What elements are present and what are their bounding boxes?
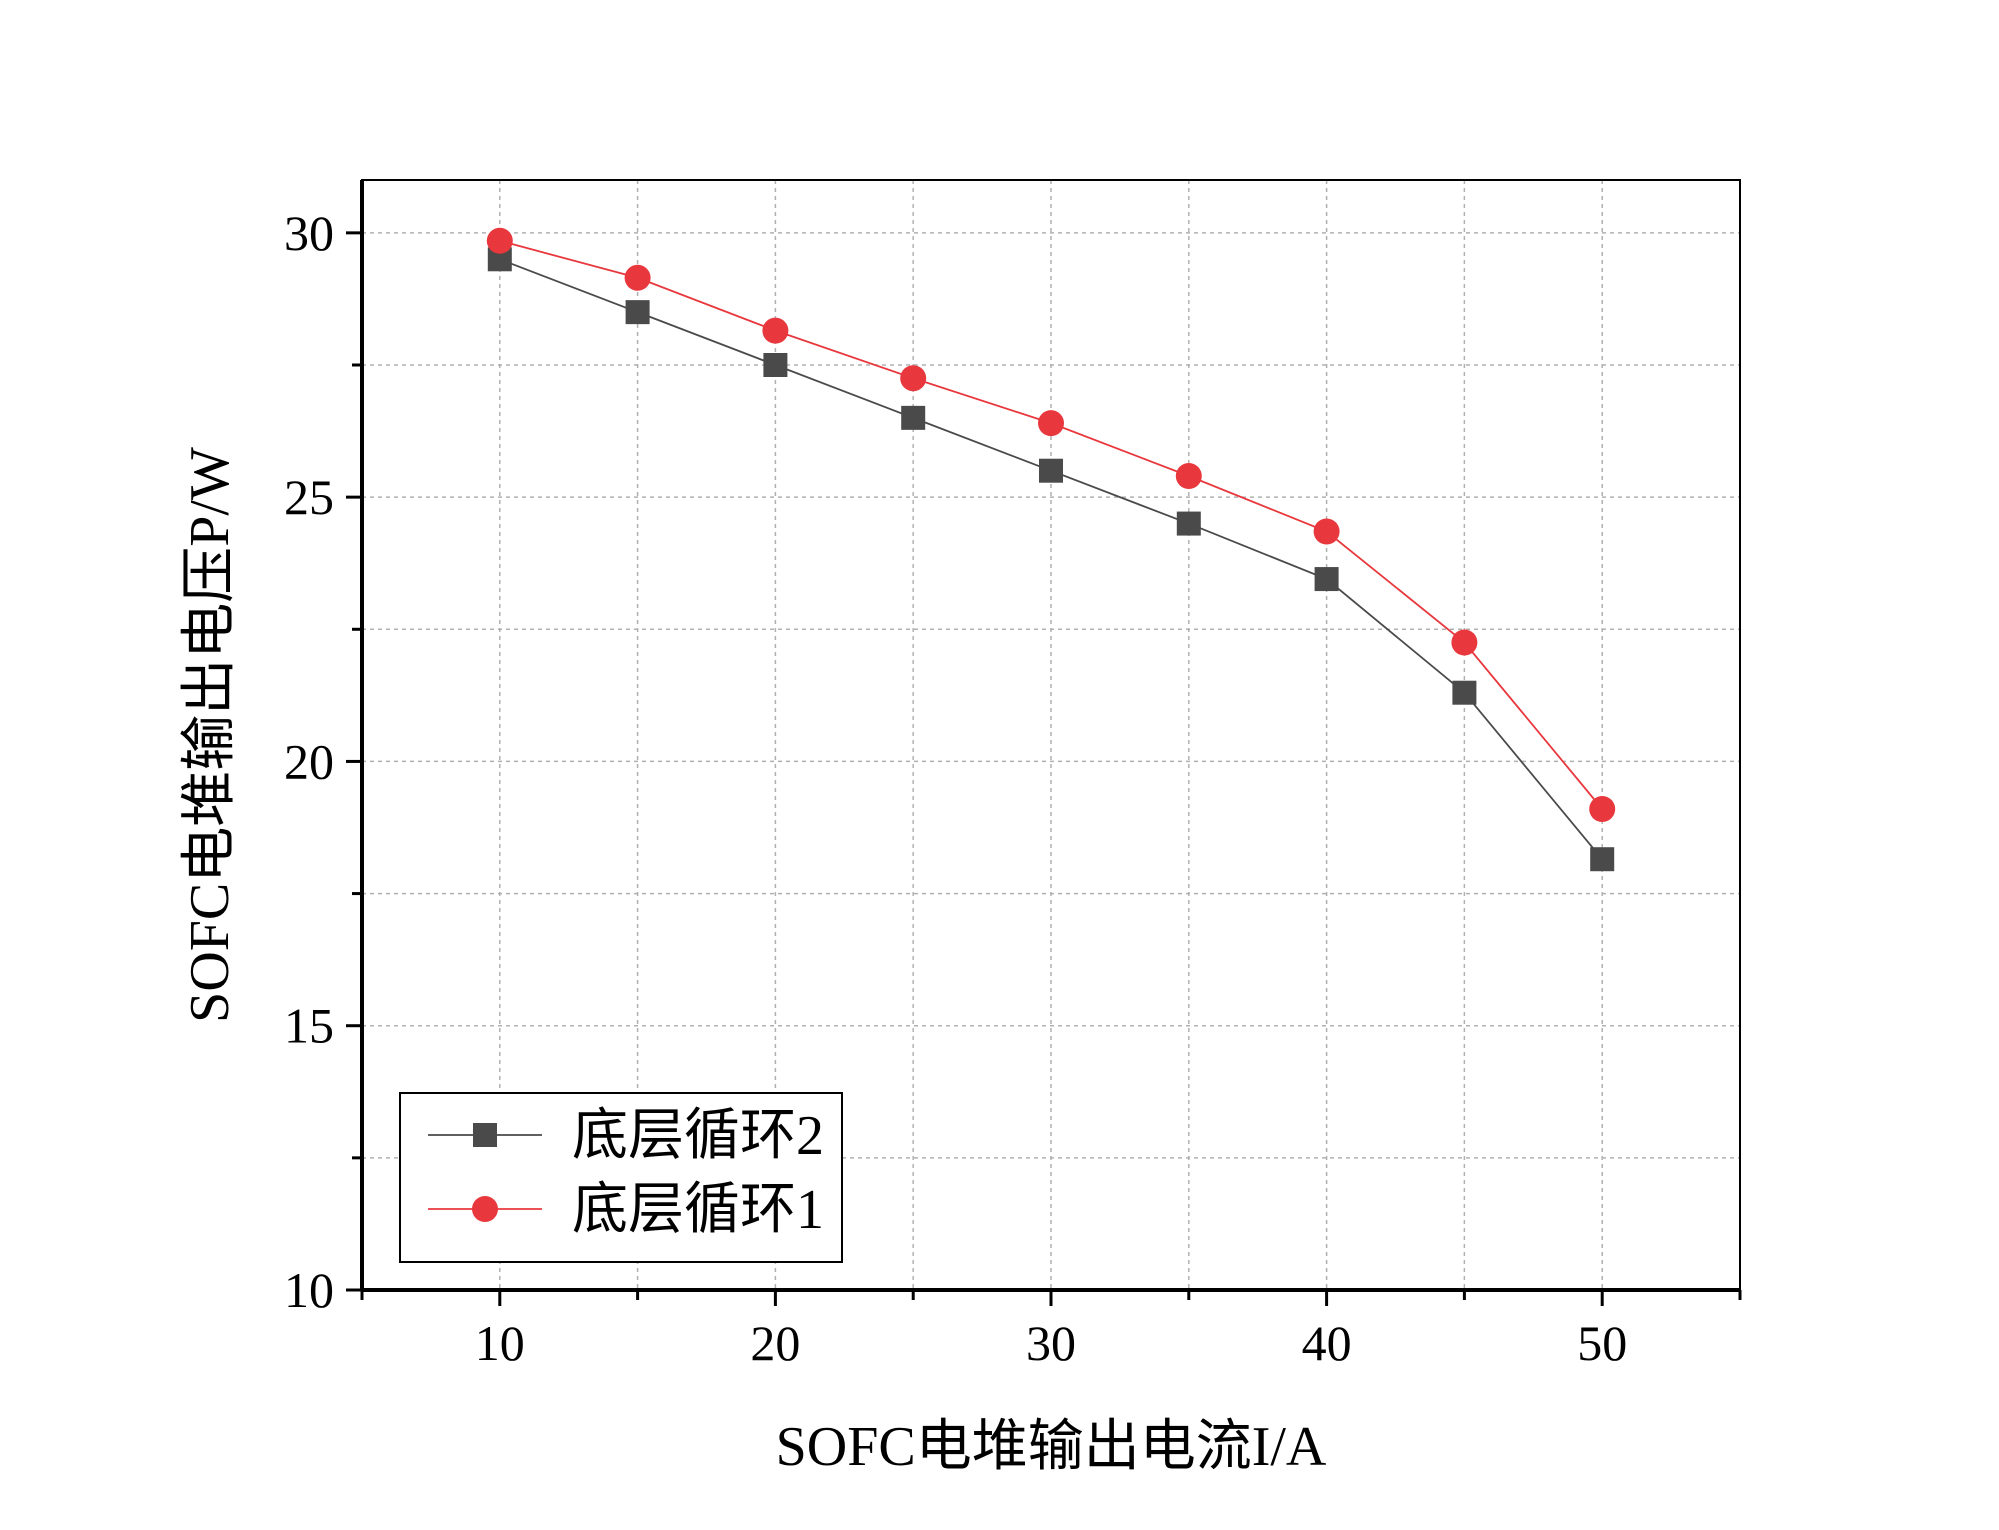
data-point [1313,518,1340,545]
legend: 底层循环2 底层循环1 [399,1092,843,1263]
data-point [487,247,512,272]
data-point [1314,567,1339,592]
series-1 [487,247,1615,872]
data-point [901,405,926,430]
x-tick-label: 40 [1302,1315,1352,1371]
data-point [1452,680,1477,705]
legend-marker [472,1196,498,1222]
y-tick-label: 25 [284,469,334,525]
data-point [1589,796,1616,822]
data-point [486,227,513,254]
y-tick-label: 10 [284,1262,334,1318]
data-point [763,353,788,377]
y-tick-label: 15 [284,998,334,1054]
data-point [624,264,651,291]
x-axis-title: SOFC电堆输出电流I/A [776,1416,1327,1478]
y-tick-label: 20 [284,733,334,789]
series-layer [486,227,1616,872]
x-tick-label: 50 [1577,1315,1627,1371]
axes: 10 20 30 40 50 10 15 20 25 30 [284,180,1742,1371]
data-point [625,300,650,325]
grid-lines [362,180,1740,1290]
data-point [1176,511,1201,536]
data-point [1175,463,1202,489]
legend-label: 底层循环1 [572,1179,824,1241]
y-tick-label: 30 [284,205,334,261]
x-tick-label: 20 [750,1315,800,1371]
legend-marker [473,1123,497,1147]
legend-box [399,1092,843,1263]
data-point [1038,410,1064,437]
y-axis-title: SOFC电堆输出电压P/W [179,447,241,1023]
x-tick-label: 10 [475,1315,525,1371]
data-point [1039,458,1063,483]
data-point [900,365,927,392]
data-point [1451,629,1478,656]
data-point [762,317,789,344]
data-point [1590,847,1615,872]
x-tick-label: 30 [1026,1315,1076,1371]
legend-label: 底层循环2 [572,1105,824,1167]
series-2 [486,227,1616,822]
